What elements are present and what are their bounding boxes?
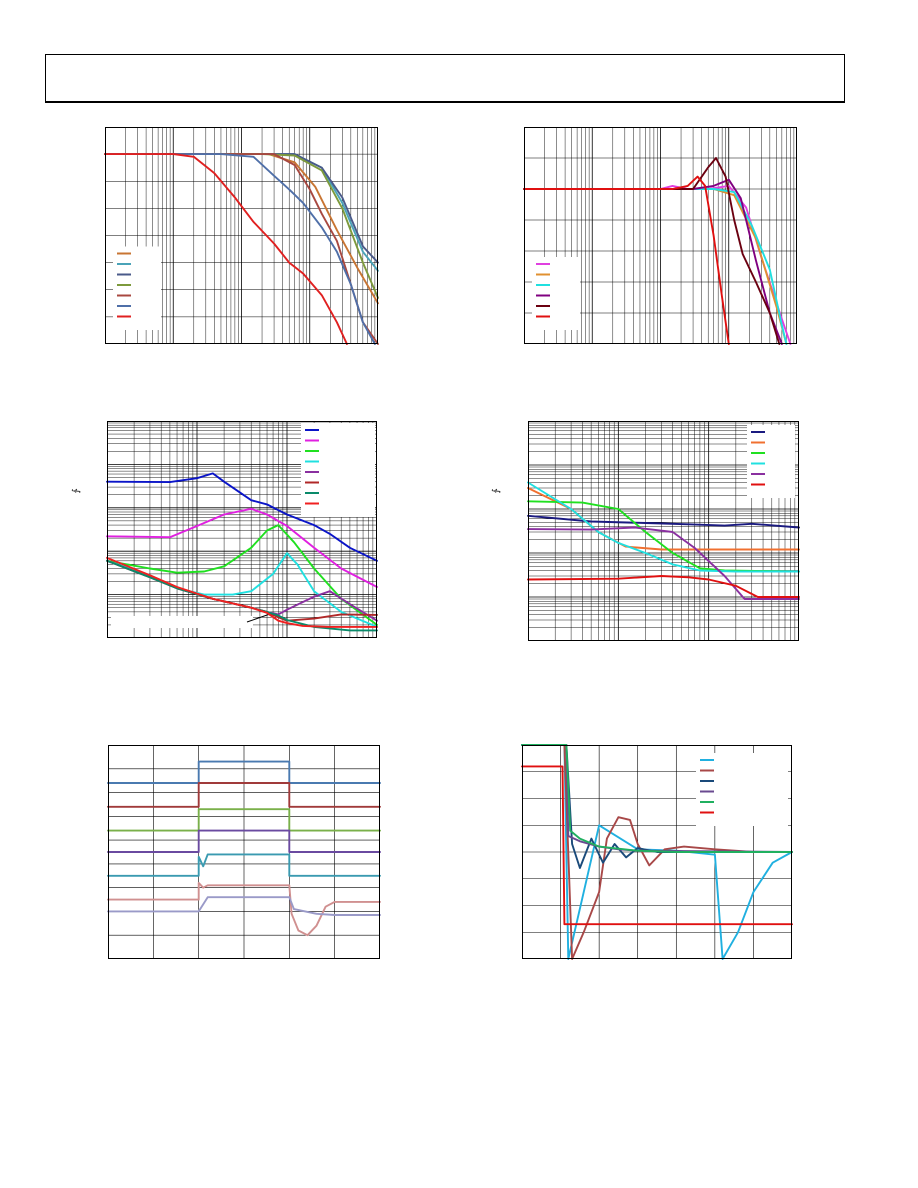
c4-frame <box>528 421 799 641</box>
c6-series-6 <box>521 765 793 926</box>
c4-svg <box>527 421 800 641</box>
c5-series-6 <box>107 881 381 937</box>
c2-series-6 <box>523 175 730 345</box>
chart-noise-density-2-ylabel: ∱ <box>491 488 502 494</box>
c6-series-5 <box>521 744 793 853</box>
chart-step-response-1 <box>107 745 381 959</box>
c3-series-1 <box>106 472 378 562</box>
chart-step-response-2 <box>521 744 793 960</box>
c4-series-1 <box>527 514 800 529</box>
chart-noise-density-2 <box>527 421 800 641</box>
chart-frequency-response-2 <box>523 127 797 345</box>
c5-series-2 <box>107 782 381 808</box>
chart-noise-density-1 <box>106 421 378 638</box>
c5-frame <box>108 745 380 959</box>
c3-annotation-box <box>111 616 253 628</box>
c2-legend-box <box>532 257 580 330</box>
c3-legend-box <box>301 423 375 517</box>
c6-series-2 <box>521 744 793 960</box>
c1-grid <box>105 127 378 344</box>
c5-series-4 <box>107 829 381 853</box>
c3-annotation-arrow <box>246 613 271 623</box>
c1-svg <box>104 127 379 345</box>
chart-frequency-response-1 <box>104 127 379 345</box>
c6-svg <box>521 744 793 960</box>
c5-series-1 <box>107 760 381 784</box>
c5-series-7 <box>107 896 381 916</box>
c5-svg <box>107 745 381 959</box>
c6-frame <box>522 745 792 959</box>
c2-svg <box>523 127 797 345</box>
c3-series-3 <box>106 524 378 626</box>
c4-series-5 <box>527 526 800 600</box>
c4-series-4 <box>527 481 800 573</box>
c1-series-6 <box>104 153 376 345</box>
c2-frame <box>524 127 797 344</box>
c3-svg <box>106 421 378 638</box>
c4-legend-box <box>747 425 795 498</box>
c1-frame <box>105 127 378 344</box>
c5-series-5 <box>107 853 381 877</box>
chart-noise-density-1-ylabel: ∱ <box>71 488 82 494</box>
c6-legend-box <box>696 753 788 826</box>
c3-series-8 <box>106 556 378 628</box>
c2-series-4 <box>523 178 783 345</box>
c5-series-3 <box>107 808 381 832</box>
c3-frame <box>107 421 377 638</box>
page-header <box>45 54 845 103</box>
c2-series-5 <box>523 157 781 345</box>
c4-series-6 <box>527 575 800 598</box>
c3-series-2 <box>106 507 378 588</box>
c1-series-7 <box>104 153 348 345</box>
